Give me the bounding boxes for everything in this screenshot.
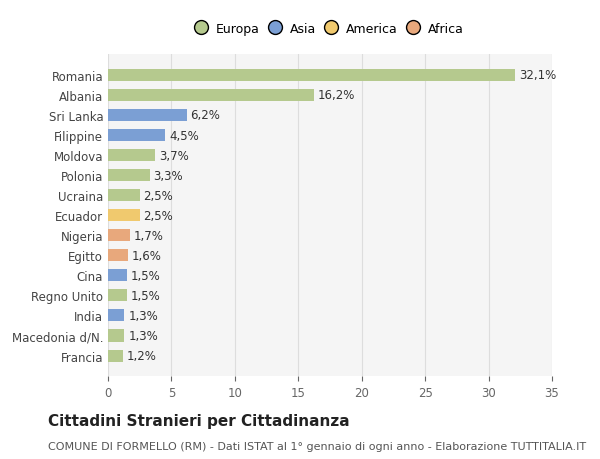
Bar (108, 190, 140, 202)
Text: Cittadini Stranieri per Cittadinanza: Cittadini Stranieri per Cittadinanza (48, 413, 350, 428)
Text: 16,2%: 16,2% (317, 89, 355, 102)
Text: 1,3%: 1,3% (128, 309, 158, 322)
Bar (108, 310, 124, 322)
Bar (108, 90, 314, 102)
Text: 4,5%: 4,5% (169, 129, 199, 142)
Text: 2,5%: 2,5% (143, 189, 173, 202)
Bar (108, 130, 165, 142)
Text: 2,5%: 2,5% (143, 209, 173, 222)
Bar (108, 330, 124, 342)
Bar (108, 70, 515, 82)
Text: COMUNE DI FORMELLO (RM) - Dati ISTAT al 1° gennaio di ogni anno - Elaborazione T: COMUNE DI FORMELLO (RM) - Dati ISTAT al … (48, 441, 586, 451)
Legend: Europa, Asia, America, Africa: Europa, Asia, America, Africa (193, 20, 467, 40)
Bar (108, 290, 127, 302)
Bar (108, 250, 128, 262)
Text: 1,5%: 1,5% (131, 269, 161, 282)
Bar (108, 350, 123, 362)
Bar (108, 150, 155, 162)
Text: 1,2%: 1,2% (127, 349, 157, 362)
Bar (108, 230, 130, 242)
Bar (108, 170, 150, 182)
Bar (108, 210, 140, 222)
Text: 6,2%: 6,2% (190, 109, 220, 122)
Text: 1,5%: 1,5% (131, 289, 161, 302)
Bar (108, 110, 187, 122)
Text: 3,7%: 3,7% (159, 149, 188, 162)
Text: 1,3%: 1,3% (128, 329, 158, 342)
Text: 32,1%: 32,1% (519, 69, 556, 82)
Bar (108, 270, 127, 282)
Text: 1,6%: 1,6% (132, 249, 162, 262)
Text: 3,3%: 3,3% (154, 169, 183, 182)
Text: 1,7%: 1,7% (133, 229, 163, 242)
